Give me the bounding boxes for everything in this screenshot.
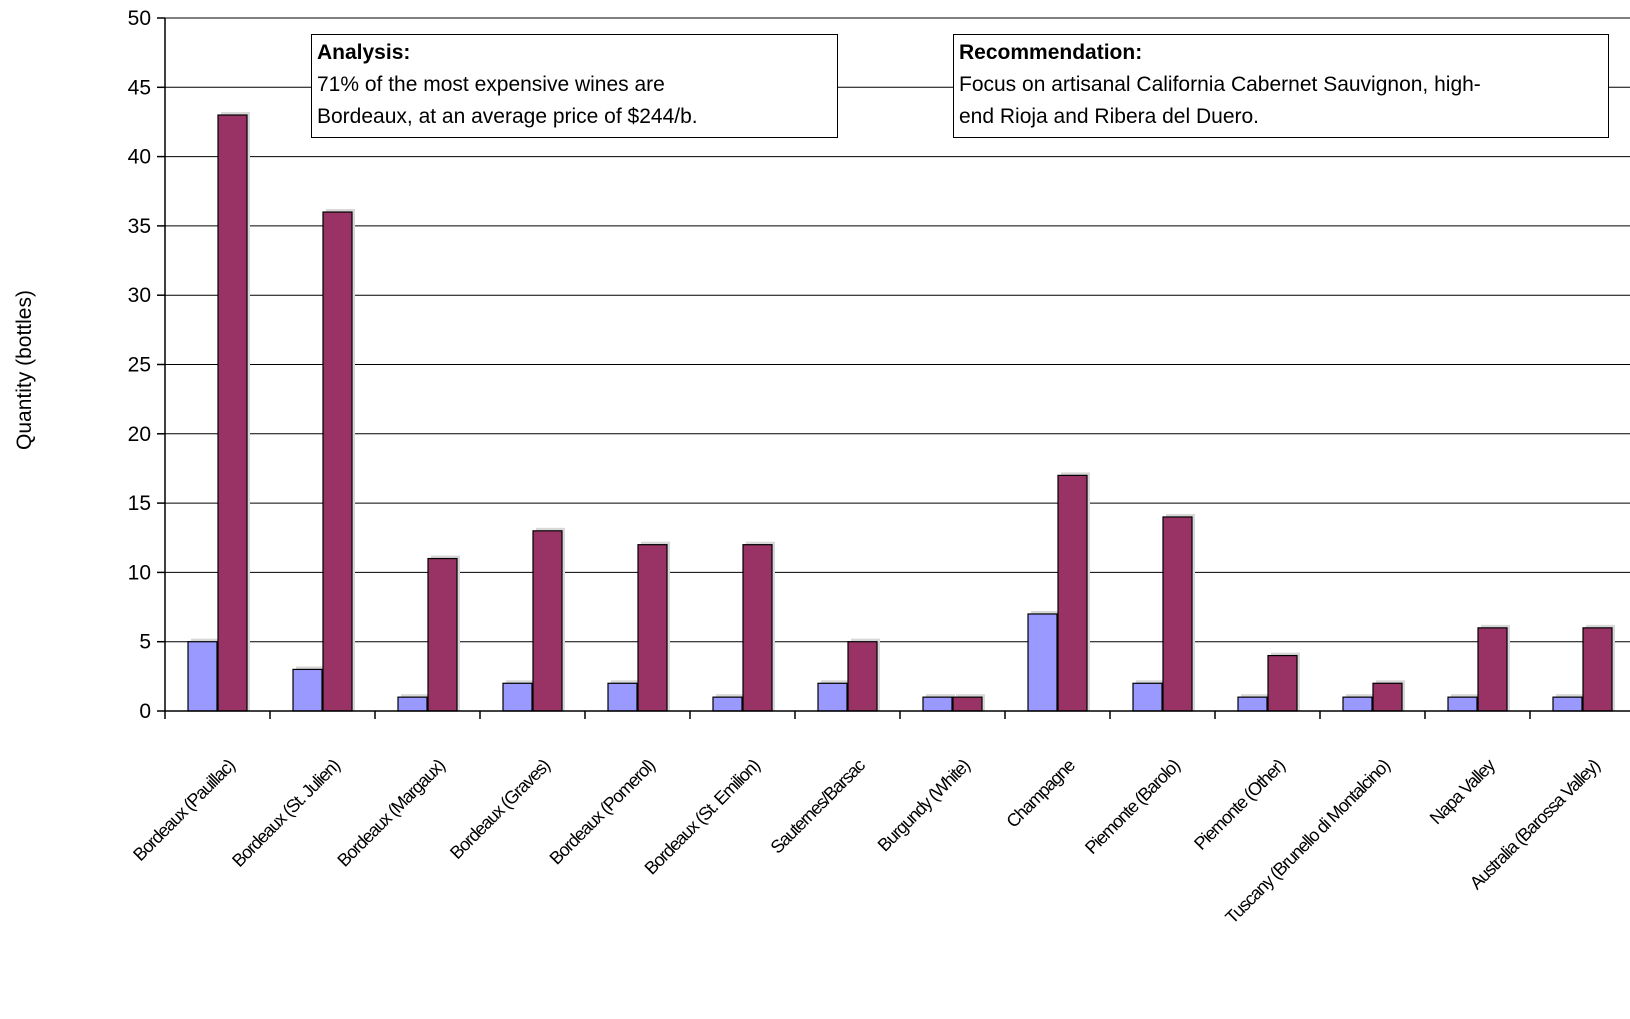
bar-series-1	[1342, 694, 1375, 712]
gridlines	[165, 17, 1630, 643]
bar	[1552, 696, 1583, 712]
x-category-label: Bordeaux (Pomerol)	[546, 756, 659, 869]
x-category-label: Sauternes/Barsac	[767, 755, 870, 858]
bar	[1267, 654, 1298, 712]
bar	[502, 682, 533, 712]
bar-series-2	[322, 209, 355, 712]
bar	[952, 696, 983, 712]
bar	[1162, 516, 1193, 712]
bar-series-2	[1477, 624, 1510, 712]
y-tick-label: 20	[128, 423, 151, 446]
bar-series-1	[1027, 610, 1060, 712]
bar	[637, 544, 668, 712]
bar	[922, 696, 953, 712]
recommendation-title: Recommendation:	[959, 41, 1143, 64]
bar-series-2	[217, 112, 250, 712]
recommendation-line-1: Focus on artisanal California Cabernet S…	[959, 73, 1481, 96]
bar-series-1	[187, 638, 220, 712]
analysis-line-2: Bordeaux, at an average price of $244/b.	[317, 105, 698, 128]
bar-series-1	[1132, 680, 1165, 712]
bar	[1372, 682, 1403, 712]
bar-series-2	[952, 694, 985, 712]
bar	[1477, 627, 1508, 712]
x-category-label: Bordeaux (Pauillac)	[129, 756, 238, 865]
recommendation-callout: Recommendation: Focus on artisanal Calif…	[953, 34, 1609, 138]
x-category-label: Bordeaux (St. Emilion)	[641, 756, 764, 879]
x-category-label: Champagne	[1002, 755, 1079, 832]
bar	[322, 211, 353, 712]
y-tick-label: 50	[128, 7, 151, 30]
analysis-title: Analysis:	[317, 41, 411, 64]
bar-series-1	[502, 680, 535, 712]
bar	[1027, 613, 1058, 712]
analysis-line-1: 71% of the most expensive wines are	[317, 73, 665, 96]
recommendation-line-2: end Rioja and Ribera del Duero.	[959, 105, 1260, 128]
bar-series-2	[427, 555, 460, 712]
bar-series-2	[1162, 513, 1195, 712]
bar	[1342, 696, 1373, 712]
bar-series-1	[607, 680, 640, 712]
bar	[712, 696, 743, 712]
bar	[427, 557, 458, 712]
y-tick-label: 35	[128, 215, 151, 238]
bars	[187, 112, 1615, 712]
bar-series-1	[292, 666, 325, 712]
x-category-label: Burgundy (White)	[874, 756, 974, 856]
x-category-label: Bordeaux (Margaux)	[333, 756, 448, 871]
bar	[1582, 627, 1613, 712]
bar-series-2	[1372, 680, 1405, 712]
bar	[292, 668, 323, 712]
y-tick-label: 25	[128, 354, 151, 377]
bar	[187, 641, 218, 712]
y-tick-label: 5	[139, 631, 151, 654]
x-category-label: Napa Valley	[1426, 755, 1499, 828]
x-category-label: Piemonte (Other)	[1190, 756, 1288, 854]
bar-series-1	[1237, 694, 1270, 712]
bar-series-2	[1057, 472, 1090, 712]
y-tick-label: 15	[128, 492, 151, 515]
bar-series-1	[397, 694, 430, 712]
bar	[817, 682, 848, 712]
y-tick-label: 45	[128, 76, 151, 99]
x-category-label: Bordeaux (St. Julien)	[228, 756, 343, 871]
analysis-callout: Analysis: 71% of the most expensive wine…	[311, 34, 838, 138]
bar-series-1	[922, 694, 955, 712]
y-tick-label: 30	[128, 284, 151, 307]
bar	[1447, 696, 1478, 712]
bar	[1057, 474, 1088, 712]
y-axis-title: Quantity (bottles)	[13, 290, 36, 450]
bar-series-2	[1267, 652, 1300, 712]
bar-series-2	[532, 527, 565, 712]
x-category-label: Piemonte (Barolo)	[1081, 756, 1183, 858]
bar	[607, 682, 638, 712]
y-tick-label: 0	[139, 700, 151, 723]
x-category-label: Bordeaux (Graves)	[446, 756, 553, 863]
bar	[847, 641, 878, 712]
bar-series-1	[1447, 694, 1480, 712]
y-tick-label: 10	[128, 561, 151, 584]
bar	[217, 114, 248, 712]
bar	[397, 696, 428, 712]
bar	[742, 544, 773, 712]
bar-series-2	[637, 541, 670, 712]
bar-series-1	[817, 680, 850, 712]
bar-series-2	[1582, 624, 1615, 712]
bar	[532, 530, 563, 712]
bar-series-2	[847, 638, 880, 712]
bar-series-1	[1552, 694, 1585, 712]
bar	[1132, 682, 1163, 712]
bar-series-1	[712, 694, 745, 712]
bar-series-2	[742, 541, 775, 712]
bar	[1237, 696, 1268, 712]
y-tick-label: 40	[128, 146, 151, 169]
